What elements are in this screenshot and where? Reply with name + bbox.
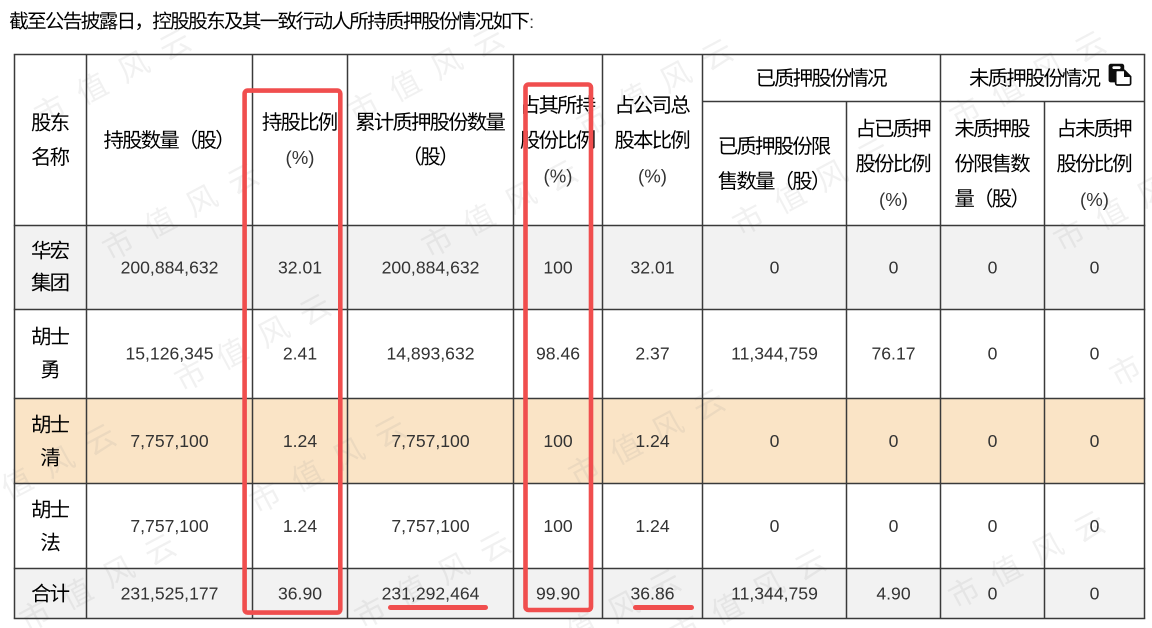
svg-text:0: 0 bbox=[889, 258, 899, 278]
svg-text:1.24: 1.24 bbox=[635, 516, 669, 536]
svg-text:99.90: 99.90 bbox=[536, 584, 580, 604]
svg-text:(%): (%) bbox=[879, 189, 908, 210]
svg-text:0: 0 bbox=[1090, 344, 1100, 364]
svg-text:11,344,759: 11,344,759 bbox=[731, 344, 818, 364]
svg-text:0: 0 bbox=[889, 431, 899, 451]
svg-text:(%): (%) bbox=[286, 147, 315, 168]
svg-text:(%): (%) bbox=[638, 165, 667, 186]
svg-text:76.17: 76.17 bbox=[871, 344, 915, 364]
svg-text:231,525,177: 231,525,177 bbox=[121, 584, 219, 604]
svg-text:200,884,632: 200,884,632 bbox=[121, 258, 219, 278]
svg-text:7,757,100: 7,757,100 bbox=[391, 516, 469, 536]
svg-text:15,126,345: 15,126,345 bbox=[125, 344, 213, 364]
svg-text:0: 0 bbox=[1090, 431, 1100, 451]
svg-text:2.37: 2.37 bbox=[635, 344, 669, 364]
svg-text:231,292,464: 231,292,464 bbox=[382, 584, 480, 604]
svg-text:0: 0 bbox=[770, 431, 780, 451]
svg-text:7,757,100: 7,757,100 bbox=[130, 431, 208, 451]
svg-text:98.46: 98.46 bbox=[536, 344, 580, 364]
svg-text:(%): (%) bbox=[1080, 189, 1109, 210]
svg-text:14,893,632: 14,893,632 bbox=[386, 344, 474, 364]
svg-text::: : bbox=[529, 12, 534, 32]
svg-text:1.24: 1.24 bbox=[283, 516, 317, 536]
svg-text:0: 0 bbox=[988, 258, 998, 278]
svg-text:7,757,100: 7,757,100 bbox=[391, 431, 469, 451]
svg-text:1.24: 1.24 bbox=[635, 431, 669, 451]
svg-text:100: 100 bbox=[543, 516, 573, 536]
svg-text:11,344,759: 11,344,759 bbox=[731, 584, 818, 604]
svg-text:36.86: 36.86 bbox=[630, 584, 674, 604]
svg-text:32.01: 32.01 bbox=[630, 258, 674, 278]
svg-text:(%): (%) bbox=[544, 165, 573, 186]
svg-text:1.24: 1.24 bbox=[283, 431, 317, 451]
svg-text:0: 0 bbox=[1090, 258, 1100, 278]
svg-text:200,884,632: 200,884,632 bbox=[382, 258, 480, 278]
svg-text:0: 0 bbox=[1090, 516, 1100, 536]
svg-text:0: 0 bbox=[988, 431, 998, 451]
svg-text:100: 100 bbox=[543, 258, 573, 278]
svg-text:2.41: 2.41 bbox=[283, 344, 317, 364]
svg-text:32.01: 32.01 bbox=[278, 258, 322, 278]
svg-text:100: 100 bbox=[543, 431, 573, 451]
svg-text:7,757,100: 7,757,100 bbox=[130, 516, 208, 536]
svg-text:0: 0 bbox=[1090, 584, 1100, 604]
svg-text:0: 0 bbox=[988, 344, 998, 364]
svg-text:0: 0 bbox=[770, 516, 780, 536]
svg-text:0: 0 bbox=[889, 516, 899, 536]
svg-text:0: 0 bbox=[988, 516, 998, 536]
svg-text:4.90: 4.90 bbox=[876, 584, 910, 604]
svg-text:0: 0 bbox=[770, 258, 780, 278]
svg-text:36.90: 36.90 bbox=[278, 584, 322, 604]
svg-text:0: 0 bbox=[988, 584, 998, 604]
